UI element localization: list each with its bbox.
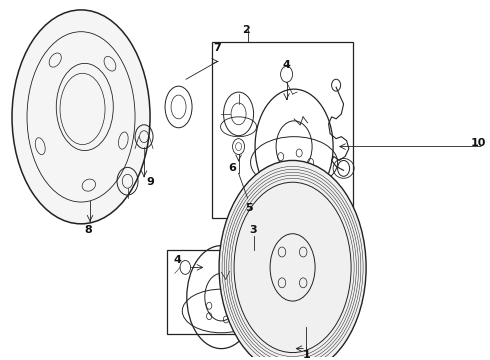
Text: 7: 7	[214, 42, 221, 53]
Bar	[167, 249, 255, 334]
Text: 4: 4	[174, 256, 182, 265]
Text: 8: 8	[85, 225, 93, 235]
Ellipse shape	[12, 10, 150, 224]
Text: 5: 5	[245, 203, 253, 213]
Text: 1: 1	[302, 350, 310, 360]
Text: 6: 6	[229, 163, 237, 174]
Text: 2: 2	[242, 25, 250, 35]
Bar	[212, 42, 353, 218]
Text: 3: 3	[250, 225, 257, 235]
Text: 9: 9	[146, 177, 154, 187]
Text: 4: 4	[283, 60, 291, 70]
Ellipse shape	[219, 161, 366, 360]
Text: 10: 10	[471, 138, 487, 148]
